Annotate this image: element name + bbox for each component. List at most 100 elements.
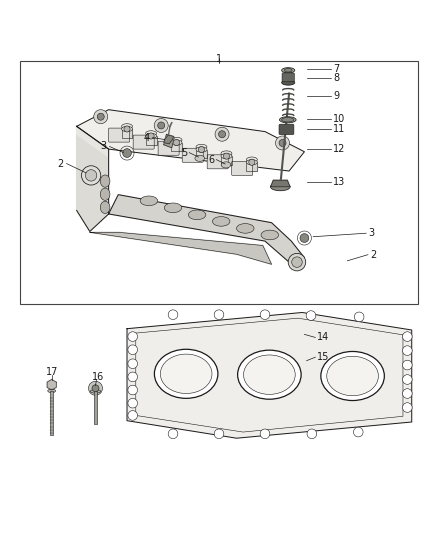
Ellipse shape <box>100 201 110 214</box>
FancyBboxPatch shape <box>232 161 253 175</box>
Circle shape <box>198 147 205 152</box>
Ellipse shape <box>188 210 206 220</box>
Ellipse shape <box>48 389 56 393</box>
FancyBboxPatch shape <box>109 128 130 142</box>
Ellipse shape <box>246 157 257 162</box>
Text: 3: 3 <box>368 228 374 238</box>
Ellipse shape <box>212 216 230 226</box>
Ellipse shape <box>100 175 110 187</box>
Polygon shape <box>271 180 290 187</box>
Ellipse shape <box>221 162 231 168</box>
Circle shape <box>403 389 412 398</box>
FancyBboxPatch shape <box>207 155 228 169</box>
Ellipse shape <box>121 124 132 129</box>
Circle shape <box>306 311 316 320</box>
Ellipse shape <box>237 223 254 233</box>
Circle shape <box>214 429 224 439</box>
Circle shape <box>88 381 102 395</box>
Circle shape <box>94 110 108 124</box>
Polygon shape <box>127 312 412 438</box>
Circle shape <box>97 113 104 120</box>
Ellipse shape <box>140 196 158 206</box>
Circle shape <box>214 310 224 319</box>
Ellipse shape <box>221 151 232 156</box>
Circle shape <box>128 398 138 408</box>
FancyBboxPatch shape <box>158 141 179 155</box>
Circle shape <box>158 122 165 129</box>
Circle shape <box>403 360 412 370</box>
Ellipse shape <box>327 356 378 395</box>
Circle shape <box>307 429 317 439</box>
Ellipse shape <box>279 117 296 123</box>
Circle shape <box>128 332 138 342</box>
Text: 14: 14 <box>317 333 329 343</box>
Text: 9: 9 <box>333 91 339 101</box>
Ellipse shape <box>164 203 182 213</box>
Ellipse shape <box>154 349 218 398</box>
Circle shape <box>128 410 138 420</box>
Circle shape <box>223 153 230 159</box>
Ellipse shape <box>244 355 295 394</box>
Ellipse shape <box>282 68 295 73</box>
Polygon shape <box>77 110 304 171</box>
Ellipse shape <box>160 354 212 393</box>
Circle shape <box>128 385 138 395</box>
Polygon shape <box>171 142 182 151</box>
Text: 7: 7 <box>333 64 339 75</box>
Circle shape <box>403 332 412 342</box>
Polygon shape <box>121 129 132 138</box>
Ellipse shape <box>221 154 232 159</box>
Ellipse shape <box>270 183 290 191</box>
Circle shape <box>403 375 412 384</box>
Text: 4: 4 <box>144 133 150 143</box>
FancyBboxPatch shape <box>182 148 203 162</box>
Ellipse shape <box>282 80 295 85</box>
Circle shape <box>276 136 290 150</box>
Circle shape <box>300 233 309 243</box>
Circle shape <box>168 429 178 439</box>
Text: 10: 10 <box>333 114 345 124</box>
Polygon shape <box>109 195 304 262</box>
Text: 2: 2 <box>57 159 64 168</box>
Circle shape <box>92 385 99 392</box>
Circle shape <box>353 427 363 437</box>
Text: 2: 2 <box>370 249 376 260</box>
Circle shape <box>279 140 286 147</box>
Circle shape <box>154 118 168 133</box>
FancyBboxPatch shape <box>279 124 294 135</box>
Text: 12: 12 <box>333 144 345 155</box>
Circle shape <box>288 253 306 271</box>
Circle shape <box>403 403 412 413</box>
Circle shape <box>403 346 412 356</box>
Circle shape <box>85 169 97 181</box>
Text: 8: 8 <box>333 73 339 83</box>
Ellipse shape <box>261 230 279 240</box>
Bar <box>94 391 96 424</box>
Circle shape <box>215 127 229 141</box>
Polygon shape <box>145 136 156 145</box>
Ellipse shape <box>284 69 292 72</box>
Polygon shape <box>246 162 257 171</box>
Circle shape <box>128 359 138 368</box>
Polygon shape <box>164 134 174 148</box>
Circle shape <box>128 372 138 382</box>
Polygon shape <box>90 232 272 264</box>
Ellipse shape <box>246 159 257 165</box>
Ellipse shape <box>171 138 182 142</box>
Polygon shape <box>47 379 56 390</box>
Text: 13: 13 <box>333 177 345 187</box>
FancyBboxPatch shape <box>282 73 294 82</box>
Ellipse shape <box>237 350 301 399</box>
Text: 16: 16 <box>92 373 105 382</box>
Circle shape <box>123 149 131 157</box>
FancyBboxPatch shape <box>133 135 154 149</box>
Text: 15: 15 <box>317 352 329 362</box>
Ellipse shape <box>171 140 182 145</box>
Text: 6: 6 <box>208 155 214 165</box>
Circle shape <box>128 345 138 354</box>
Ellipse shape <box>196 147 207 152</box>
Text: 17: 17 <box>46 367 58 377</box>
Circle shape <box>173 140 180 146</box>
Text: 1: 1 <box>216 54 222 64</box>
Polygon shape <box>77 126 109 231</box>
